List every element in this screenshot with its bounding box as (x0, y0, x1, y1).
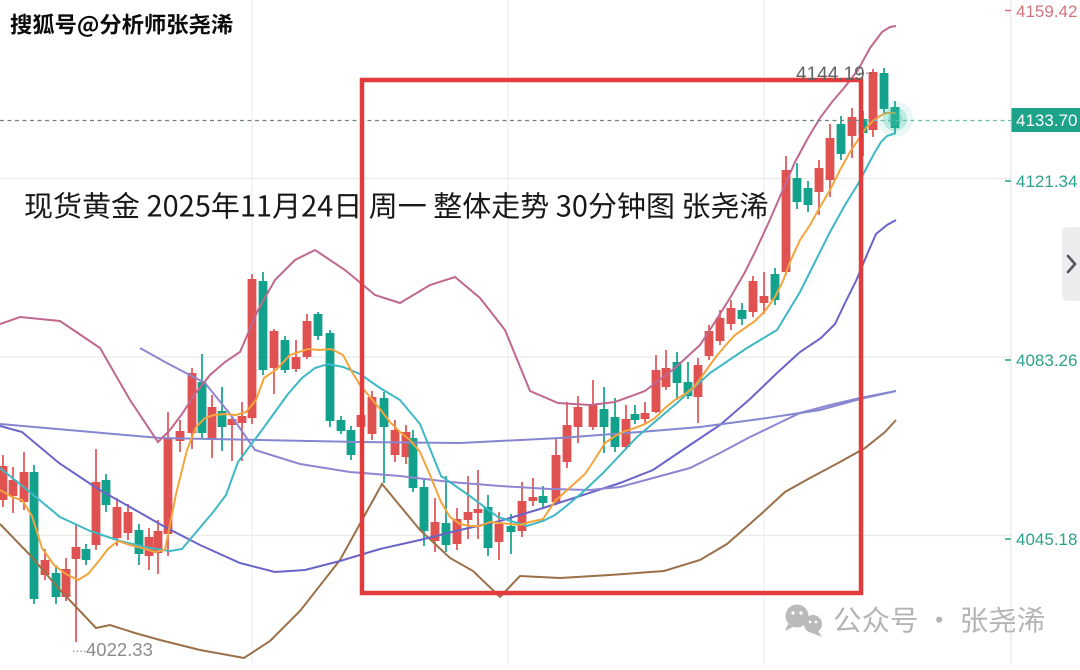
svg-text:4083.26: 4083.26 (1016, 351, 1077, 370)
svg-text:4133.70: 4133.70 (1016, 111, 1077, 130)
svg-text:4022.33: 4022.33 (86, 639, 153, 660)
svg-text:....: .... (72, 640, 86, 655)
svg-text:4045.18: 4045.18 (1016, 530, 1077, 549)
svg-text:4159.42: 4159.42 (1016, 2, 1077, 21)
svg-text:4121.34: 4121.34 (1016, 172, 1077, 191)
svg-text:....: .... (858, 62, 872, 77)
svg-text:4144.19: 4144.19 (796, 64, 865, 85)
